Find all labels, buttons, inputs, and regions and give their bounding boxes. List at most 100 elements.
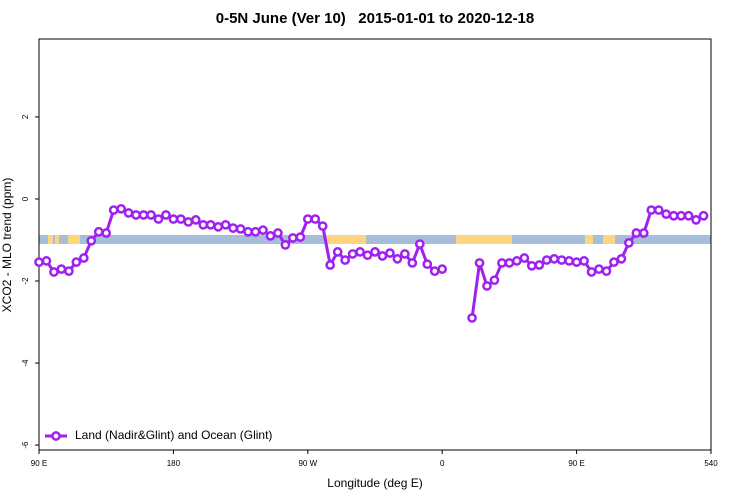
data-point: [205, 219, 216, 230]
data-point: [482, 281, 492, 291]
data-point: [101, 228, 112, 238]
data-point: [265, 231, 276, 241]
data-point: [467, 313, 477, 323]
data-point: [437, 264, 448, 274]
data-point: [198, 219, 209, 230]
data-point: [317, 221, 328, 231]
data-point: [213, 222, 224, 232]
land-band: [603, 235, 615, 244]
data-point: [34, 257, 44, 267]
legend-label: Land (Nadir&Glint) and Ocean (Glint): [75, 428, 272, 442]
y-tick-label: 2: [21, 114, 30, 119]
data-point: [161, 210, 171, 220]
data-point: [497, 258, 507, 268]
y-tick-label: -2: [21, 277, 30, 285]
data-point: [123, 208, 134, 218]
data-point: [691, 215, 701, 225]
y-tick-label: -4: [21, 359, 30, 367]
data-point: [489, 275, 500, 286]
land-band: [68, 235, 80, 244]
land-band: [456, 235, 512, 244]
data-point: [601, 266, 612, 277]
data-point: [549, 254, 560, 264]
data-point: [653, 205, 664, 215]
data-point: [638, 228, 649, 238]
y-tick-label: -6: [21, 441, 30, 449]
data-point: [407, 258, 418, 268]
data-point: [78, 253, 89, 263]
plot-frame: [38, 38, 712, 451]
data-point: [64, 266, 74, 277]
data-point: [512, 256, 522, 266]
data-point: [288, 233, 298, 243]
data-point: [526, 260, 537, 271]
data-point: [86, 235, 97, 246]
ocean-band: [39, 235, 711, 244]
data-point: [228, 223, 238, 233]
legend-marker: [51, 431, 61, 441]
x-axis-label: Longitude (deg E): [327, 476, 422, 490]
data-point: [362, 250, 373, 261]
land-band: [55, 235, 59, 244]
x-tick-label: 180: [167, 459, 181, 468]
data-point: [108, 205, 119, 215]
data-point: [93, 226, 104, 237]
series-line: [38, 207, 705, 319]
data-point: [116, 203, 126, 214]
data-point: [302, 214, 313, 224]
data-point: [355, 247, 365, 257]
data-point: [474, 258, 485, 268]
data-point: [594, 264, 604, 274]
x-tick-label: 540: [704, 459, 718, 468]
data-point: [616, 254, 627, 264]
data-point: [541, 255, 552, 265]
data-point: [392, 254, 403, 264]
data-point: [153, 214, 164, 224]
data-point: [131, 210, 141, 220]
data-point: [504, 258, 515, 268]
data-point: [176, 214, 186, 224]
data-point: [347, 249, 358, 259]
data-point: [280, 240, 291, 250]
data-point: [646, 205, 657, 215]
data-point: [534, 260, 545, 270]
data-point: [168, 214, 179, 224]
land-ocean-band: [39, 235, 711, 244]
data-point: [295, 232, 306, 242]
data-point: [422, 259, 433, 270]
data-point: [71, 257, 82, 267]
data-point: [146, 210, 156, 220]
data-point: [310, 214, 321, 224]
data-point: [556, 255, 567, 265]
data-point: [49, 267, 59, 277]
data-point: [564, 256, 574, 266]
data-point: [676, 210, 686, 221]
data-point: [586, 267, 597, 277]
data-point: [250, 226, 261, 237]
data-point: [235, 224, 246, 234]
data-point: [698, 210, 709, 221]
data-point: [220, 219, 231, 230]
data-point: [385, 248, 395, 258]
data-point: [138, 210, 149, 220]
data-point: [683, 210, 694, 221]
data-point: [183, 217, 194, 227]
y-tick-label: 0: [21, 196, 30, 201]
data-point: [377, 251, 388, 261]
data-point: [579, 256, 589, 266]
data-point: [429, 266, 440, 277]
data-point: [631, 228, 642, 238]
data-point: [400, 249, 410, 259]
data-point: [41, 256, 52, 266]
x-tick-label: 90 E: [568, 459, 584, 468]
data-point: [661, 209, 672, 219]
data-point: [340, 255, 350, 265]
x-tick-label: 90 W: [298, 459, 317, 468]
land-band: [326, 235, 366, 244]
x-tick-label: 90 E: [31, 459, 47, 468]
data-point: [273, 228, 283, 238]
x-tick-label: 0: [440, 459, 445, 468]
data-point: [325, 260, 336, 270]
data-point: [609, 257, 619, 267]
